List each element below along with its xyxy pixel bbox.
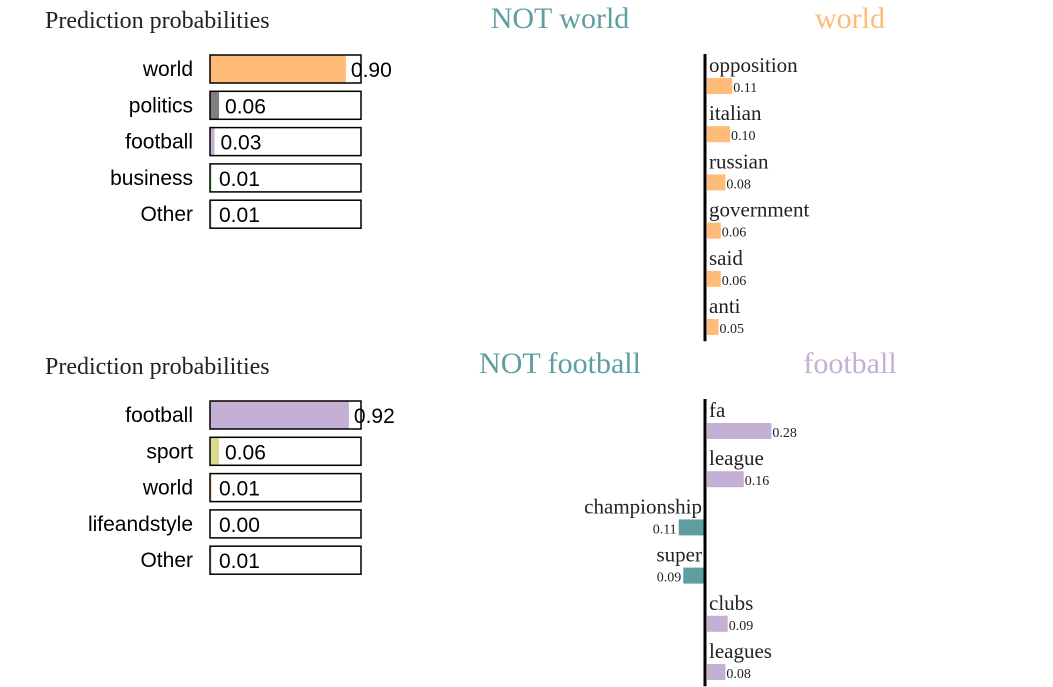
proba-value-label: 0.92 [354, 405, 395, 428]
proba-class-label: world [142, 58, 193, 81]
feature-label: leagues [709, 639, 772, 663]
feature-label: government [709, 198, 809, 222]
feature-weights-panel-1: NOT world world opposition 0.11 italian 0.10 r… [491, 2, 885, 342]
feature-weight-label: 0.16 [745, 474, 770, 489]
feature-weight-label: 0.09 [657, 571, 682, 586]
feature-bar [707, 423, 772, 439]
proba-bar-frame [209, 54, 362, 84]
feature-weight-label: 0.11 [653, 522, 677, 537]
feature-label: russian [709, 149, 769, 173]
proba-title: Prediction probabilities [45, 354, 270, 380]
feature-bar [707, 471, 744, 488]
proba-bar [210, 55, 346, 83]
feature-label: said [709, 246, 743, 270]
feature-label: fa [709, 398, 726, 422]
proba-class-label: sport [146, 440, 193, 463]
feature-weight-label: 0.08 [726, 177, 751, 192]
feature-label: anti [709, 294, 741, 318]
negative-class-legend: NOT world [491, 2, 630, 35]
proba-value-label: 0.90 [351, 59, 392, 82]
proba-value-label: 0.06 [225, 441, 266, 464]
proba-bar-frame [209, 199, 362, 229]
proba-value-label: 0.00 [219, 514, 260, 537]
proba-class-label: politics [129, 94, 193, 117]
proba-bar-frame [209, 400, 362, 430]
feature-weight-label: 0.11 [733, 81, 757, 96]
proba-value-label: 0.06 [225, 95, 266, 118]
proba-bar-frame [209, 509, 362, 539]
feature-label: italian [709, 101, 762, 125]
feature-weight-label: 0.06 [722, 274, 747, 289]
proba-bar-frame [209, 90, 362, 121]
feature-bar [707, 78, 733, 94]
feature-bar [707, 222, 721, 239]
feature-weight-label: 0.10 [731, 129, 756, 144]
feature-label: opposition [709, 53, 798, 77]
proba-bar [210, 91, 220, 120]
proba-bar [210, 546, 212, 575]
proba-class-label: lifeandstyle [88, 513, 193, 536]
negative-class-legend: NOT football [479, 347, 641, 380]
feature-weight-label: 0.06 [722, 226, 747, 241]
proba-bar-frame [209, 163, 362, 193]
proba-bar [210, 163, 212, 192]
feature-bar [707, 664, 726, 680]
proba-bar [210, 401, 349, 429]
feature-bar [707, 319, 719, 335]
feature-bar [707, 615, 728, 632]
proba-value-label: 0.01 [219, 204, 260, 227]
feature-bar [678, 519, 704, 536]
feature-label: super [657, 543, 703, 567]
positive-class-legend: world [815, 2, 885, 35]
proba-bar-frame [209, 472, 362, 503]
positive-class-legend: football [803, 347, 896, 380]
proba-class-label: world [142, 477, 193, 500]
feature-weight-label: 0.09 [729, 619, 754, 634]
proba-title: Prediction probabilities [45, 8, 270, 34]
feature-weights-panel-2: NOT football football fa 0.28 league 0.16 cham… [479, 347, 897, 687]
proba-value-label: 0.01 [219, 550, 260, 573]
feature-label: league [709, 446, 764, 470]
feature-weight-label: 0.05 [720, 322, 745, 337]
proba-class-label: Other [140, 203, 193, 226]
proba-bar [210, 473, 212, 502]
feature-weight-label: 0.28 [772, 426, 797, 441]
feature-label: clubs [709, 591, 753, 615]
prediction-probabilities-panel-2: Prediction probabilities football 0.92 spor… [45, 354, 395, 575]
proba-bar [210, 127, 215, 156]
proba-value-label: 0.01 [219, 168, 260, 191]
feature-bar [707, 174, 726, 191]
proba-bar-frame [209, 436, 362, 467]
prediction-probabilities-panel-1: Prediction probabilities world 0.90 politic… [45, 8, 392, 229]
feature-weight-label: 0.08 [726, 667, 751, 682]
proba-class-label: football [125, 404, 193, 427]
proba-class-label: business [110, 167, 193, 190]
proba-value-label: 0.03 [221, 132, 262, 155]
proba-bar-frame [209, 545, 362, 575]
feature-label: championship [584, 494, 702, 518]
proba-bar [210, 200, 212, 229]
proba-class-label: football [125, 131, 193, 154]
proba-class-label: Other [140, 549, 193, 572]
feature-bar [683, 567, 704, 584]
proba-bar-frame [209, 126, 362, 157]
feature-bar [707, 126, 730, 143]
feature-bar [707, 270, 721, 287]
proba-bar [210, 437, 220, 466]
proba-value-label: 0.01 [219, 478, 260, 501]
